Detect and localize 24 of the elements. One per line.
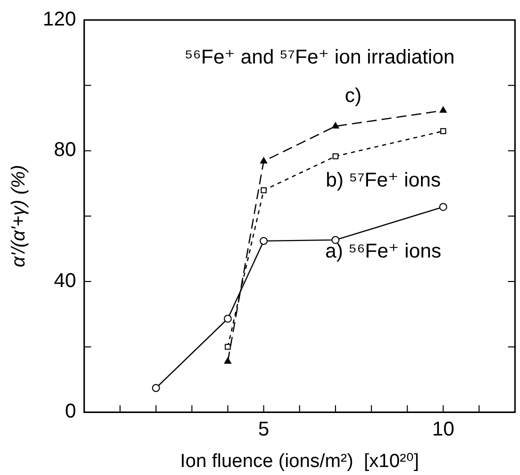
point <box>260 157 268 164</box>
series-label: b) ⁵⁷Fe⁺ ions <box>326 170 441 192</box>
series-label: a) ⁵⁶Fe⁺ ions <box>325 240 442 262</box>
x-tick-label: 10 <box>432 418 454 441</box>
point <box>260 187 267 194</box>
point <box>439 202 448 211</box>
point <box>224 358 232 364</box>
point <box>440 106 447 113</box>
point <box>332 122 340 128</box>
point <box>224 314 232 323</box>
point <box>440 128 446 134</box>
point <box>224 344 231 350</box>
y-tick-label: 40 <box>54 270 76 292</box>
y-axis-title: α'/(α'+γ) (%) <box>8 164 30 268</box>
point <box>260 236 268 245</box>
x-tick-label: 5 <box>258 418 270 441</box>
point <box>152 384 160 392</box>
y-tick-label: 80 <box>54 139 76 162</box>
y-tick-label: 120 <box>42 8 76 31</box>
text: ⁵⁶Fe⁺ and ⁵⁷Fe⁺ ion irradiation <box>184 46 455 69</box>
series-label: c) <box>344 85 362 108</box>
x-axis-title: Ion fluence (ions/m²) [x10²⁰] <box>180 450 420 472</box>
y-tick-label: 0 <box>65 400 76 423</box>
point <box>332 153 338 160</box>
